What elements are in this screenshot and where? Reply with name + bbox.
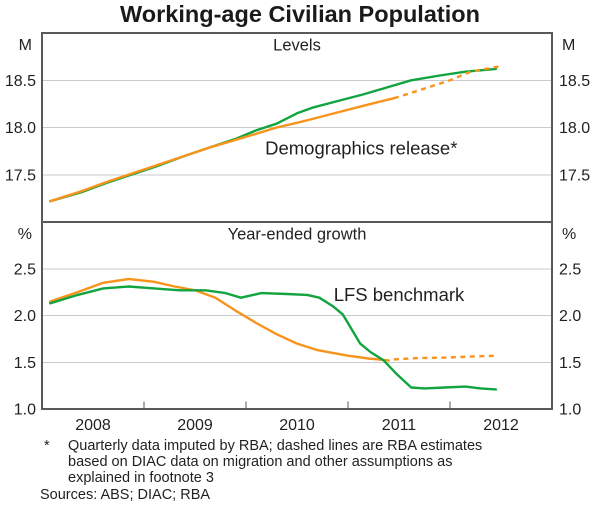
footnote: * Quarterly data imputed by RBA; dashed …: [40, 438, 588, 503]
unit-label-right: M: [562, 37, 575, 54]
x-axis-label: 2011: [382, 417, 417, 434]
x-axis-label: 2008: [75, 417, 111, 434]
unit-label-left: %: [18, 226, 32, 243]
y-axis-label-right: 1.0: [559, 402, 581, 419]
y-axis-label-left: 18.5: [5, 73, 36, 90]
y-axis-label-left: 2.5: [14, 261, 36, 278]
series-label-demographics-release: Demographics release*: [265, 137, 457, 158]
series-line-demographics-release: [49, 96, 396, 203]
sources-line: Sources: ABS; DIAC; RBA: [40, 486, 211, 503]
gridlines: [42, 268, 552, 363]
unit-label-left: M: [19, 37, 32, 54]
footnote-line: based on DIAC data on migration and othe…: [68, 454, 453, 471]
page-title: Working-age Civilian Population: [120, 1, 480, 27]
y-axis-label-left: 1.0: [14, 402, 36, 419]
footnote-line: explained in footnote 3: [68, 470, 214, 487]
y-axis-label-right: 17.5: [559, 167, 590, 184]
y-axis-label-left: 2.0: [14, 308, 36, 325]
series-line-demographics-release: [49, 277, 390, 362]
y-axis-label-left: 17.5: [5, 167, 36, 184]
x-axis-label: 2009: [177, 417, 213, 434]
panel-title: Year-ended growth: [228, 226, 367, 244]
y-axis-label-right: 1.5: [559, 355, 581, 372]
series-line-demographics-release-rba-estimate: [393, 64, 502, 100]
y-axis-label-right: 2.5: [559, 261, 581, 278]
series-line-lfs-benchmark: [49, 285, 498, 391]
panel-levels: 17.5 17.5 18.0 18.0 18.5 18.5 M M Levels Demograp…: [5, 37, 590, 203]
footnote-lines: Quarterly data imputed by RBA; dashed li…: [68, 438, 588, 487]
gridlines: [42, 79, 552, 176]
x-axis-label: 2012: [483, 417, 519, 434]
footnote-marker: *: [44, 438, 50, 454]
y-axis-label-left: 18.0: [5, 120, 36, 137]
series-line-demographics-release-rba-estimate: [393, 354, 496, 361]
y-axis-label-right: 18.0: [559, 120, 590, 137]
x-axis-label: 2010: [279, 417, 315, 434]
panel-year-ended-growth: 1.0 1.0 1.5 1.5 2.0 2.0 2.5 2.5% % Year-ended gro…: [14, 226, 582, 435]
series-line-lfs-benchmark: [49, 67, 498, 203]
panel-title: Levels: [273, 37, 321, 55]
y-axis-label-right: 18.5: [559, 73, 590, 90]
footnote-line: Quarterly data imputed by RBA; dashed li…: [68, 438, 483, 454]
y-axis-label-right: 2.0: [559, 308, 581, 325]
y-axis-label-left: 1.5: [14, 355, 36, 372]
series-label-lfs-benchmark: LFS benchmark: [334, 284, 465, 305]
unit-label-right: %: [562, 226, 576, 243]
